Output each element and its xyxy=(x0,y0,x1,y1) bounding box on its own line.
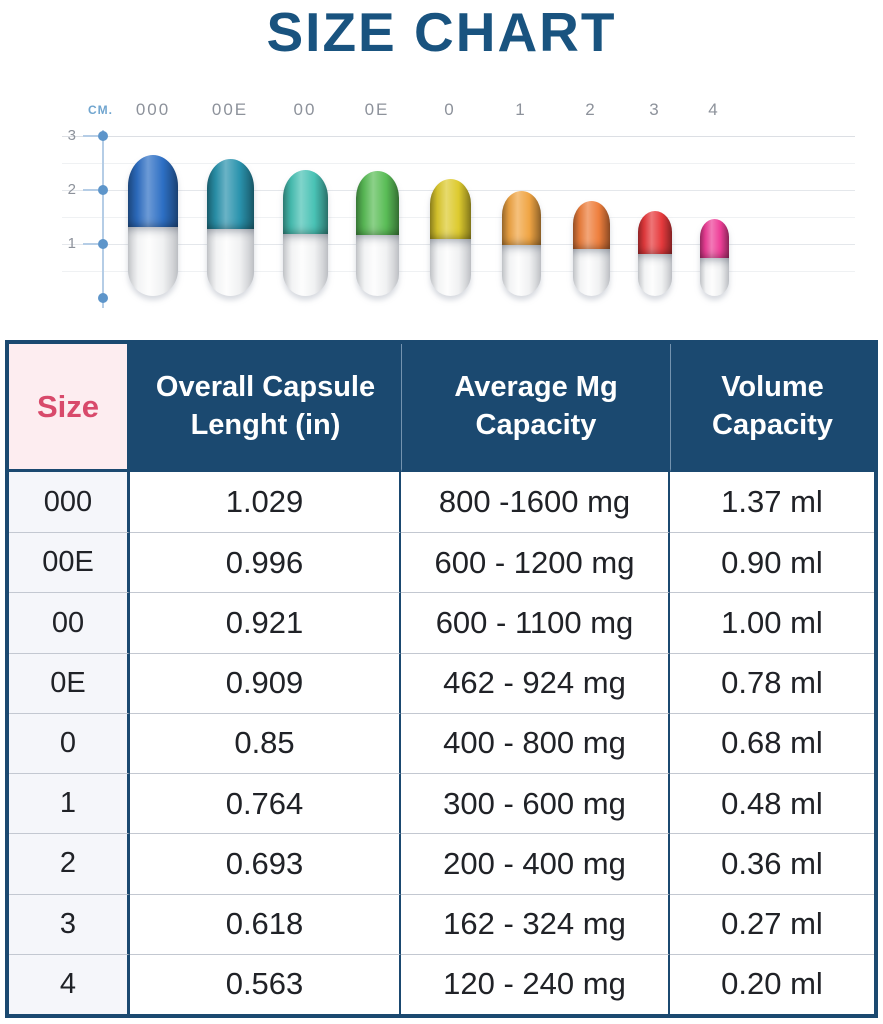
y-axis-tick-label: 1 xyxy=(67,234,76,252)
capsule-cap xyxy=(355,171,399,235)
size-cell-0: 0 xyxy=(9,712,130,774)
y-axis-dot xyxy=(98,292,108,303)
table-cell: 300 - 600 mg xyxy=(401,773,670,834)
capsule-body xyxy=(128,227,178,296)
axis-unit-label: CM. xyxy=(88,103,113,117)
capsule-2 xyxy=(572,201,610,296)
capsule-00 xyxy=(282,170,328,296)
capsule-size-label: 4 xyxy=(708,100,720,119)
table-cell: 462 - 924 mg xyxy=(401,652,670,713)
header-size: Size xyxy=(9,344,130,472)
capsule-size-label: 2 xyxy=(585,100,597,119)
table-cell: 0.996 xyxy=(130,532,401,593)
header-overall-capsule-length: Overall Capsule Lenght (in) xyxy=(130,344,401,472)
table-cell: 200 - 400 mg xyxy=(401,833,670,894)
size-cell-0E: 0E xyxy=(9,652,130,713)
capsule-size-label: 3 xyxy=(649,100,661,119)
capsule-0 xyxy=(429,179,471,296)
size-table: Size Overall Capsule Lenght (in) Average… xyxy=(5,340,878,1018)
capsule-cap xyxy=(429,179,471,239)
capsule-cap xyxy=(501,191,541,245)
table-cell: 0.48 ml xyxy=(670,773,874,834)
capsule-body xyxy=(206,229,254,296)
capsule-body xyxy=(355,235,399,296)
capsule-0E xyxy=(355,171,399,296)
table-cell: 400 - 800 mg xyxy=(401,712,670,774)
capsule-size-label: 0E xyxy=(364,100,390,119)
capsule-4 xyxy=(699,219,729,296)
capsule-size-label: 00E xyxy=(211,100,249,119)
capsule-body xyxy=(699,258,729,296)
capsule-size-label: 000 xyxy=(135,100,171,119)
capsule-size-label: 00 xyxy=(293,100,317,119)
size-cell-00: 00 xyxy=(9,592,130,653)
capsule-cap xyxy=(572,201,610,249)
y-axis-dot xyxy=(98,184,108,195)
capsule-body xyxy=(282,234,328,296)
capsule-3 xyxy=(638,211,672,296)
capsule-body xyxy=(638,254,672,296)
table-cell: 0.90 ml xyxy=(670,532,874,593)
table-cell: 0.618 xyxy=(130,893,401,954)
capsule-cap xyxy=(128,155,178,227)
capsule-000 xyxy=(128,155,178,296)
capsule-cap xyxy=(282,170,328,234)
chart-gridline xyxy=(62,135,855,137)
table-cell: 0.78 ml xyxy=(670,652,874,713)
table-cell: 0.20 ml xyxy=(670,953,874,1014)
y-axis-line xyxy=(102,129,104,308)
table-cell: 162 - 324 mg xyxy=(401,893,670,954)
table-cell: 0.921 xyxy=(130,592,401,653)
capsule-1 xyxy=(501,191,541,296)
capsule-size-label: 0 xyxy=(444,100,456,119)
table-cell: 0.85 xyxy=(130,712,401,774)
capsule-size-chart: 3 2 1 CM. 000 00E 00 0E 0 1 2 3 4 xyxy=(0,88,883,328)
y-axis-tick-label: 3 xyxy=(67,126,76,144)
chart-gridline xyxy=(62,162,855,164)
size-cell-00E: 00E xyxy=(9,532,130,593)
table-cell: 0.693 xyxy=(130,833,401,894)
table-cell: 0.764 xyxy=(130,773,401,834)
table-cell: 1.029 xyxy=(130,472,401,533)
capsule-size-label: 1 xyxy=(515,100,527,119)
size-cell-000: 000 xyxy=(9,472,130,533)
header-volume-capacity: Volume Capacity xyxy=(670,344,874,472)
table-cell: 0.909 xyxy=(130,652,401,713)
capsule-body xyxy=(501,245,541,296)
y-axis-dot xyxy=(98,130,108,141)
size-cell-1: 1 xyxy=(9,773,130,834)
capsule-body xyxy=(429,239,471,296)
table-cell: 0.68 ml xyxy=(670,712,874,774)
y-axis-tick xyxy=(83,188,98,191)
y-axis-tick-label: 2 xyxy=(67,180,76,198)
table-cell: 120 - 240 mg xyxy=(401,953,670,1014)
header-average-mg-capacity: Average Mg Capacity xyxy=(401,344,670,472)
table-cell: 0.27 ml xyxy=(670,893,874,954)
page-title: SIZE CHART xyxy=(266,1,617,63)
y-axis-tick xyxy=(83,242,98,245)
table-cell: 1.00 ml xyxy=(670,592,874,653)
capsule-cap xyxy=(206,159,254,229)
capsule-body xyxy=(572,249,610,296)
y-axis-tick xyxy=(83,134,98,137)
table-cell: 1.37 ml xyxy=(670,472,874,533)
size-cell-4: 4 xyxy=(9,953,130,1014)
size-cell-3: 3 xyxy=(9,893,130,954)
capsule-cap xyxy=(638,211,672,254)
table-cell: 800 -1600 mg xyxy=(401,472,670,533)
table-cell: 600 - 1100 mg xyxy=(401,592,670,653)
capsule-cap xyxy=(699,219,729,258)
table-cell: 600 - 1200 mg xyxy=(401,532,670,593)
capsule-00E xyxy=(206,159,254,296)
table-cell: 0.563 xyxy=(130,953,401,1014)
y-axis-dot xyxy=(98,238,108,249)
table-cell: 0.36 ml xyxy=(670,833,874,894)
size-cell-2: 2 xyxy=(9,833,130,894)
